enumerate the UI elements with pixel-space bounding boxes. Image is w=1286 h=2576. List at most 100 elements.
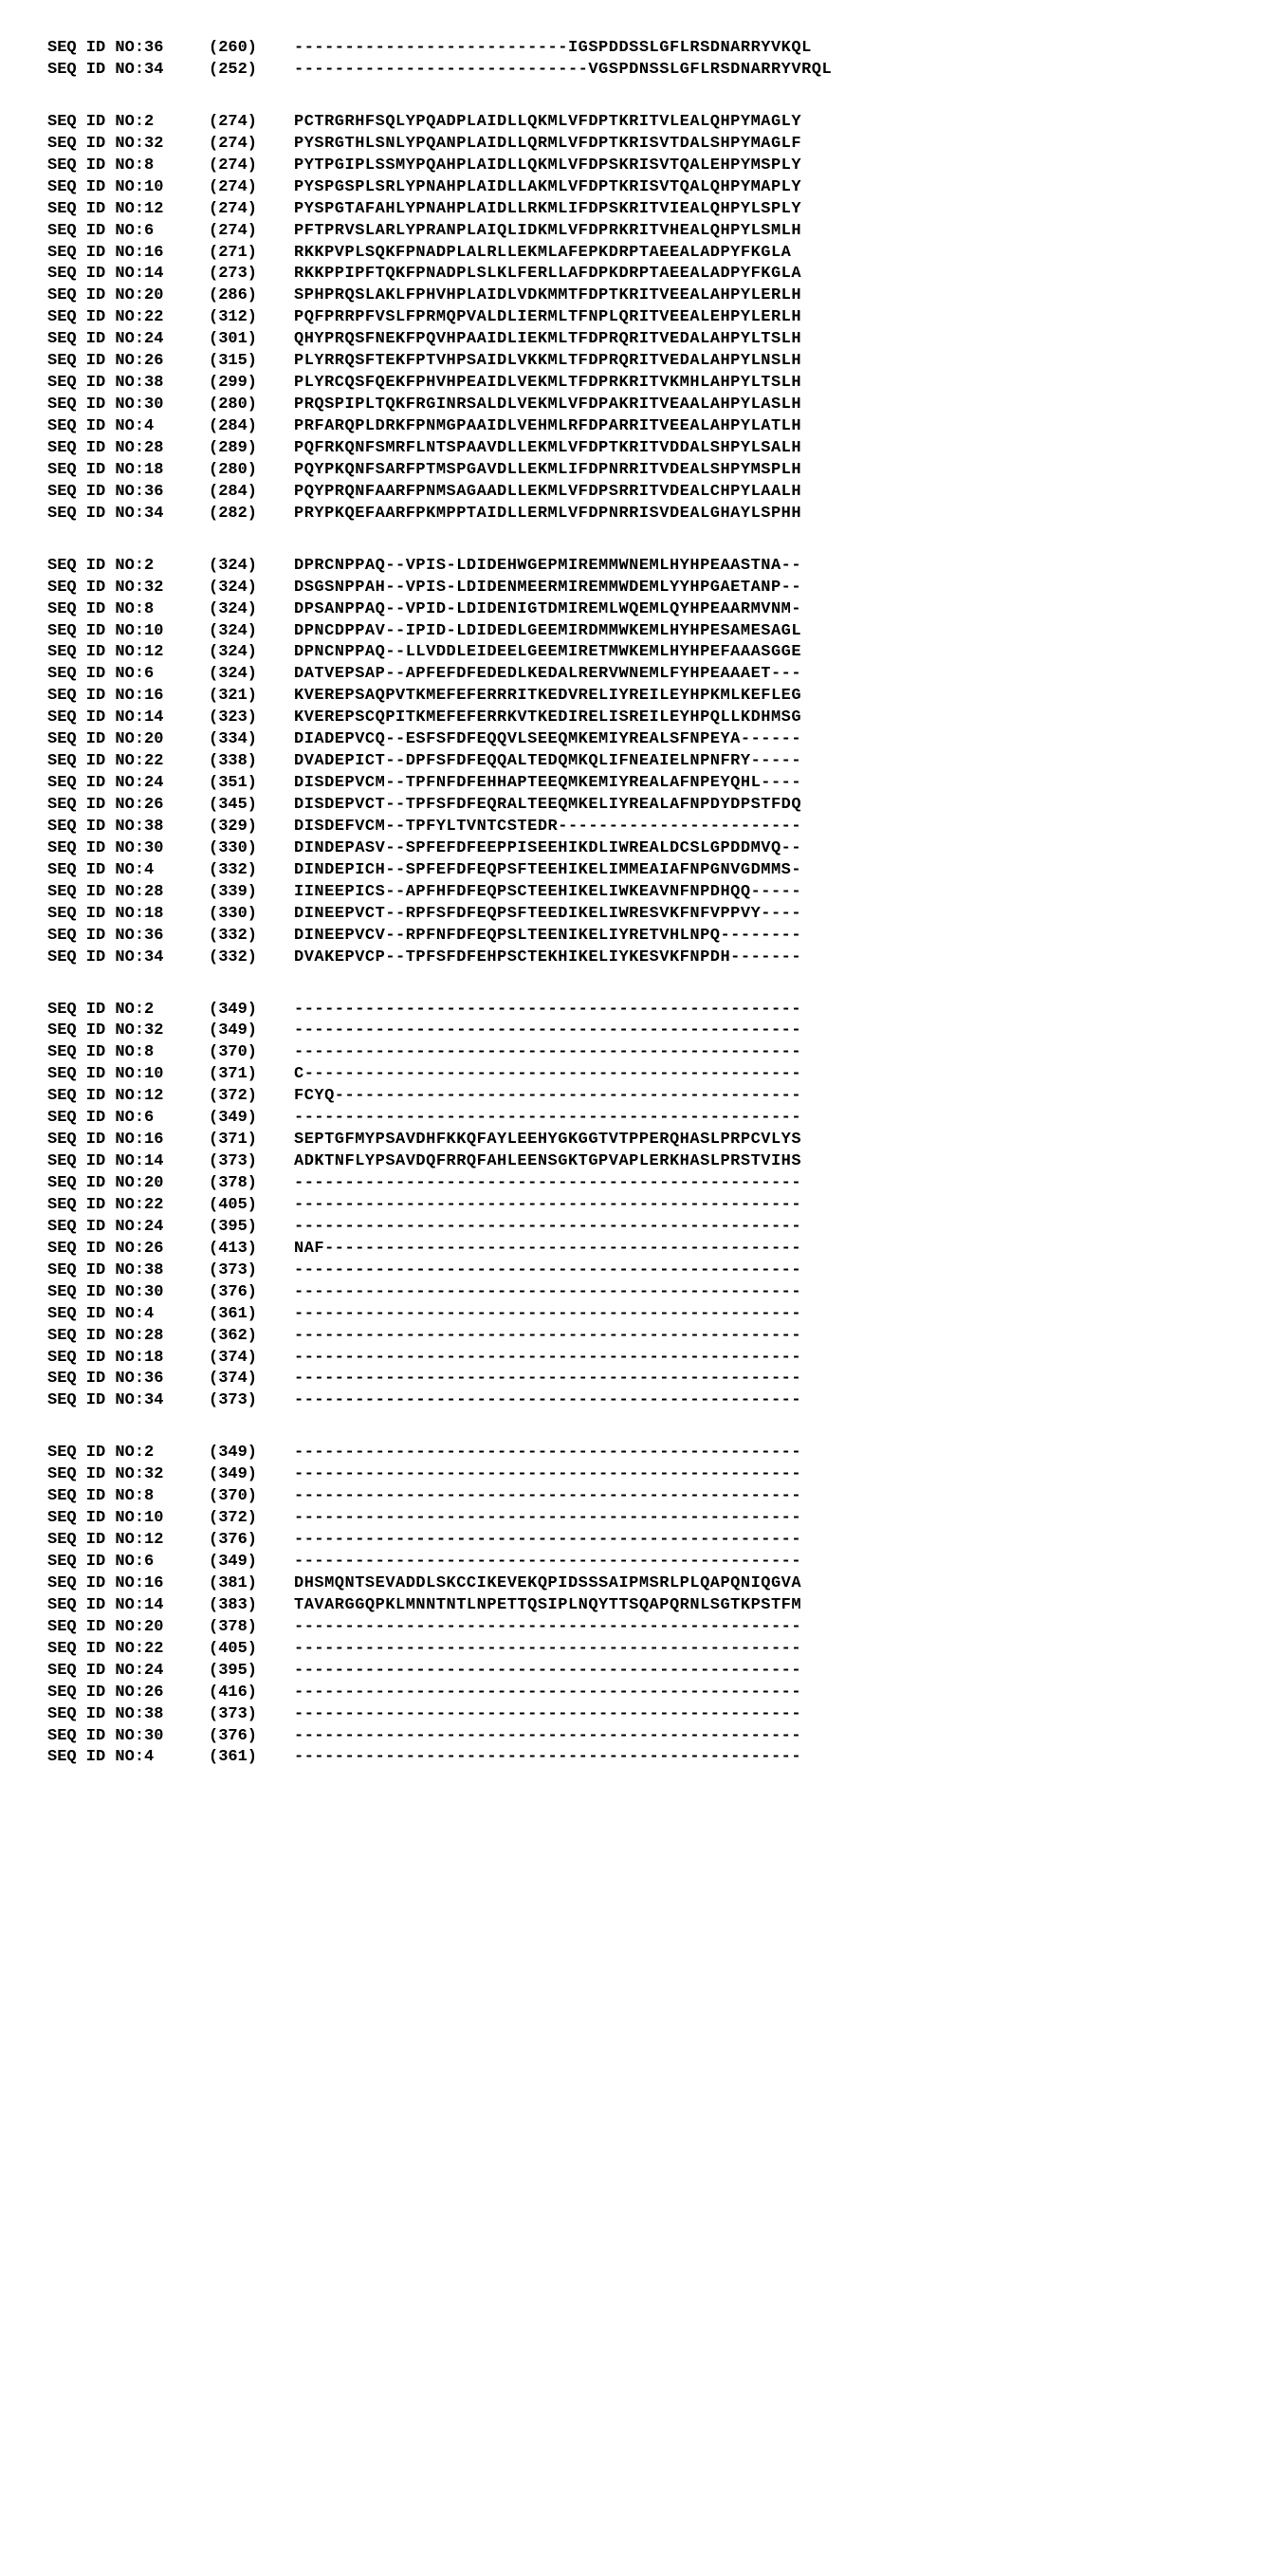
alignment-row: SEQ ID NO:4(284)PRFARQPLDRKFPNMGPAAIDLVE… (47, 416, 1239, 438)
alignment-row: SEQ ID NO:12(274)PYSPGTAFAHLYPNAHPLAIDLL… (47, 199, 1239, 221)
alignment-row: SEQ ID NO:38(299)PLYRCQSFQEKFPHVHPEAIDLV… (47, 373, 1239, 395)
alignment-row: SEQ ID NO:32(349)-----------------------… (47, 1464, 1239, 1486)
position-label: (395) (209, 1661, 294, 1683)
alignment-row: SEQ ID NO:10(324)DPNCDPPAV--IPID-LDIDEDL… (47, 621, 1239, 643)
position-label: (280) (209, 395, 294, 416)
seq-id-label: SEQ ID NO:6 (47, 1552, 209, 1573)
alignment-row: SEQ ID NO:12(372)FCYQ-------------------… (47, 1086, 1239, 1108)
alignment-row: SEQ ID NO:4(361)------------------------… (47, 1747, 1239, 1769)
alignment-row: SEQ ID NO:24(301)QHYPRQSFNEKFPQVHPAAIDLI… (47, 329, 1239, 351)
alignment-row: SEQ ID NO:26(413)NAF--------------------… (47, 1239, 1239, 1260)
position-label: (274) (209, 199, 294, 221)
alignment-row: SEQ ID NO:32(274)PYSRGTHLSNLYPQANPLAIDLL… (47, 134, 1239, 156)
alignment-row: SEQ ID NO:10(274)PYSPGSPLSRLYPNAHPLAIDLL… (47, 177, 1239, 199)
seq-id-label: SEQ ID NO:12 (47, 642, 209, 664)
seq-id-label: SEQ ID NO:10 (47, 177, 209, 199)
alignment-row: SEQ ID NO:28(289)PQFRKQNFSMRFLNTSPAAVDLL… (47, 438, 1239, 460)
sequence-text: DINDEPASV--SPFEFDFEEPPISEEHIKDLIWREALDCS… (294, 838, 801, 860)
seq-id-label: SEQ ID NO:26 (47, 1239, 209, 1260)
sequence-text: TAVARGGQPKLMNNTNTLNPETTQSIPLNQYTTSQAPQRN… (294, 1595, 801, 1617)
sequence-text: DATVEPSAP--APFEFDFEDEDLKEDALRERVWNEMLFYH… (294, 664, 801, 686)
seq-id-label: SEQ ID NO:8 (47, 1042, 209, 1064)
seq-id-label: SEQ ID NO:38 (47, 1704, 209, 1726)
sequence-text: PYTPGIPLSSMYPQAHPLAIDLLQKMLVFDPSKRISVTQA… (294, 156, 801, 177)
alignment-row: SEQ ID NO:10(372)-----------------------… (47, 1508, 1239, 1530)
position-label: (324) (209, 556, 294, 578)
seq-id-label: SEQ ID NO:6 (47, 1108, 209, 1130)
position-label: (332) (209, 948, 294, 969)
seq-id-label: SEQ ID NO:38 (47, 1260, 209, 1282)
seq-id-label: SEQ ID NO:16 (47, 686, 209, 708)
seq-id-label: SEQ ID NO:30 (47, 1282, 209, 1304)
alignment-block: SEQ ID NO:2(349)------------------------… (47, 1443, 1239, 1769)
sequence-text: ----------------------------------------… (294, 1530, 801, 1552)
seq-id-label: SEQ ID NO:20 (47, 1173, 209, 1195)
sequence-text: ----------------------------------------… (294, 1443, 801, 1464)
seq-id-label: SEQ ID NO:28 (47, 438, 209, 460)
alignment-block: SEQ ID NO:2(274)PCTRGRHFSQLYPQADPLAIDLLQ… (47, 112, 1239, 525)
alignment-row: SEQ ID NO:22(405)-----------------------… (47, 1639, 1239, 1661)
sequence-text: ----------------------------------------… (294, 1304, 801, 1326)
sequence-text: ----------------------------------------… (294, 1000, 801, 1021)
seq-id-label: SEQ ID NO:30 (47, 838, 209, 860)
seq-id-label: SEQ ID NO:12 (47, 1086, 209, 1108)
seq-id-label: SEQ ID NO:12 (47, 199, 209, 221)
alignment-row: SEQ ID NO:30(280)PRQSPIPLTQKFRGINRSALDLV… (47, 395, 1239, 416)
alignment-row: SEQ ID NO:26(345)DISDEPVCT--TPFSFDFEQRAL… (47, 795, 1239, 817)
seq-id-label: SEQ ID NO:16 (47, 1130, 209, 1151)
sequence-text: PYSPGTAFAHLYPNAHPLAIDLLRKMLIFDPSKRITVIEA… (294, 199, 801, 221)
sequence-text: PQYPKQNFSARFPTMSPGAVDLLEKMLIFDPNRRITVDEA… (294, 460, 801, 482)
seq-id-label: SEQ ID NO:8 (47, 156, 209, 177)
sequence-text: IINEEPICS--APFHFDFEQPSCTEEHIKELIWKEAVNFN… (294, 882, 801, 904)
position-label: (299) (209, 373, 294, 395)
sequence-text: ADKTNFLYPSAVDQFRRQFAHLEENSGKTGPVAPLERKHA… (294, 1151, 801, 1173)
position-label: (338) (209, 751, 294, 773)
sequence-text: DINDEPICH--SPFEFDFEQPSFTEEHIKELIMMEAIAFN… (294, 860, 801, 882)
seq-id-label: SEQ ID NO:32 (47, 578, 209, 599)
position-label: (273) (209, 264, 294, 285)
position-label: (274) (209, 134, 294, 156)
seq-id-label: SEQ ID NO:22 (47, 307, 209, 329)
alignment-row: SEQ ID NO:36(260)-----------------------… (47, 38, 1239, 60)
seq-id-label: SEQ ID NO:28 (47, 1326, 209, 1348)
alignment-row: SEQ ID NO:36(374)-----------------------… (47, 1369, 1239, 1390)
seq-id-label: SEQ ID NO:36 (47, 1369, 209, 1390)
sequence-text: ----------------------------------------… (294, 1195, 801, 1217)
position-label: (405) (209, 1639, 294, 1661)
sequence-text: DISDEPVCM--TPFNFDFEHHAPTEEQMKEMIYREALAFN… (294, 773, 801, 795)
seq-id-label: SEQ ID NO:4 (47, 416, 209, 438)
position-label: (376) (209, 1282, 294, 1304)
sequence-text: KVEREPSAQPVTKMEFEFERRRITKEDVRELIYREILEYH… (294, 686, 801, 708)
sequence-text: QHYPRQSFNEKFPQVHPAAIDLIEKMLTFDPRQRITVEDA… (294, 329, 801, 351)
seq-id-label: SEQ ID NO:4 (47, 1304, 209, 1326)
seq-id-label: SEQ ID NO:24 (47, 1661, 209, 1683)
sequence-text: PQFRKQNFSMRFLNTSPAAVDLLEKMLVFDPTKRITVDDA… (294, 438, 801, 460)
sequence-text: KVEREPSCQPITKMEFEFERRKVTKEDIRELISREILEYH… (294, 708, 801, 729)
seq-id-label: SEQ ID NO:28 (47, 882, 209, 904)
seq-id-label: SEQ ID NO:2 (47, 1000, 209, 1021)
sequence-text: ----------------------------------------… (294, 1661, 801, 1683)
alignment-row: SEQ ID NO:12(324)DPNCNPPAQ--LLVDDLEIDEEL… (47, 642, 1239, 664)
seq-id-label: SEQ ID NO:2 (47, 112, 209, 134)
position-label: (284) (209, 482, 294, 504)
alignment-row: SEQ ID NO:20(378)-----------------------… (47, 1617, 1239, 1639)
position-label: (274) (209, 156, 294, 177)
sequence-text: DSGSNPPAH--VPIS-LDIDENMEERMIREMMWDEMLYYH… (294, 578, 801, 599)
sequence-text: DINEEPVCV--RPFNFDFEQPSLTEENIKELIYRETVHLN… (294, 926, 801, 948)
position-label: (370) (209, 1042, 294, 1064)
sequence-text: ----------------------------------------… (294, 1282, 801, 1304)
position-label: (332) (209, 926, 294, 948)
seq-id-label: SEQ ID NO:6 (47, 664, 209, 686)
sequence-text: ----------------------------------------… (294, 1639, 801, 1661)
position-label: (371) (209, 1064, 294, 1086)
sequence-text: ----------------------------------------… (294, 1173, 801, 1195)
alignment-row: SEQ ID NO:34(332)DVAKEPVCP--TPFSFDFEHPSC… (47, 948, 1239, 969)
sequence-text: PYSRGTHLSNLYPQANPLAIDLLQRMLVFDPTKRISVTDA… (294, 134, 801, 156)
alignment-row: SEQ ID NO:32(324)DSGSNPPAH--VPIS-LDIDENM… (47, 578, 1239, 599)
alignment-row: SEQ ID NO:8(370)------------------------… (47, 1042, 1239, 1064)
position-label: (413) (209, 1239, 294, 1260)
alignment-row: SEQ ID NO:38(329)DISDEFVCM--TPFYLTVNTCST… (47, 817, 1239, 838)
seq-id-label: SEQ ID NO:30 (47, 395, 209, 416)
sequence-text: C---------------------------------------… (294, 1064, 801, 1086)
position-label: (349) (209, 1464, 294, 1486)
